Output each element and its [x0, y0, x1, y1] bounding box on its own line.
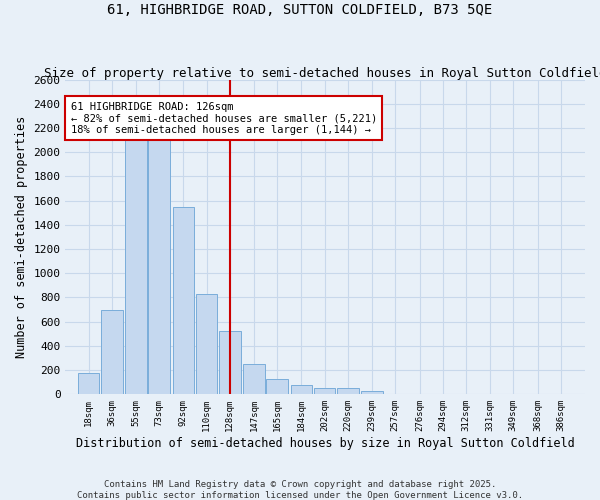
- Bar: [266, 378, 288, 394]
- Text: 61 HIGHBRIDGE ROAD: 126sqm
← 82% of semi-detached houses are smaller (5,221)
18%: 61 HIGHBRIDGE ROAD: 126sqm ← 82% of semi…: [71, 102, 377, 134]
- Bar: [196, 294, 217, 394]
- Bar: [314, 388, 335, 394]
- Bar: [337, 388, 359, 394]
- Bar: [243, 364, 265, 394]
- Bar: [77, 373, 100, 394]
- Bar: [101, 310, 122, 394]
- X-axis label: Distribution of semi-detached houses by size in Royal Sutton Coldfield: Distribution of semi-detached houses by …: [76, 437, 575, 450]
- Text: 61, HIGHBRIDGE ROAD, SUTTON COLDFIELD, B73 5QE: 61, HIGHBRIDGE ROAD, SUTTON COLDFIELD, B…: [107, 2, 493, 16]
- Bar: [148, 140, 170, 394]
- Bar: [290, 386, 313, 394]
- Y-axis label: Number of semi-detached properties: Number of semi-detached properties: [15, 116, 28, 358]
- Bar: [173, 206, 194, 394]
- Bar: [125, 140, 147, 394]
- Title: Size of property relative to semi-detached houses in Royal Sutton Coldfield: Size of property relative to semi-detach…: [44, 66, 600, 80]
- Bar: [361, 390, 383, 394]
- Bar: [219, 331, 241, 394]
- Text: Contains HM Land Registry data © Crown copyright and database right 2025.
Contai: Contains HM Land Registry data © Crown c…: [77, 480, 523, 500]
